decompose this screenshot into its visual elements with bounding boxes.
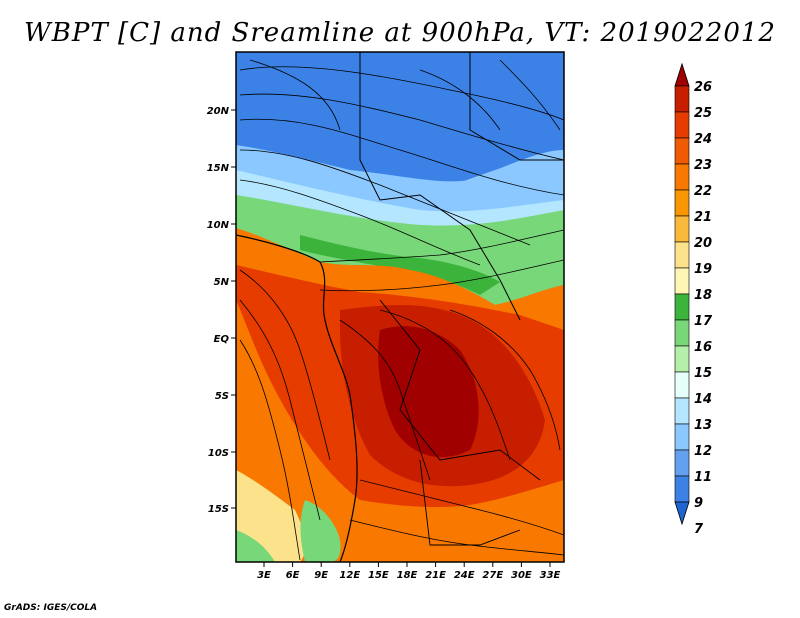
colorbar-label: 25 xyxy=(694,106,712,121)
lat-tick-label: 15S xyxy=(208,504,229,515)
lat-tick-label: 15N xyxy=(207,163,230,174)
colorbar-swatch xyxy=(674,449,690,477)
lon-tick-label: 30E xyxy=(511,570,532,581)
colorbar-swatch xyxy=(674,397,690,425)
colorbar-swatch xyxy=(674,475,690,503)
colorbar-label: 26 xyxy=(694,80,712,95)
streamlines xyxy=(239,59,564,561)
lon-tick-label: 15E xyxy=(368,570,389,581)
colorbar-label: 11 xyxy=(694,470,712,485)
colorbar-swatch xyxy=(674,137,690,165)
lat-tick-label: 5S xyxy=(215,391,229,402)
colorbar-label: 20 xyxy=(694,236,712,251)
colorbar-label: 17 xyxy=(694,314,713,329)
colorbar-swatch xyxy=(674,345,690,373)
lat-tick-label: 10N xyxy=(207,220,230,231)
colorbar-swatch xyxy=(674,319,690,347)
lon-tick-label: 9E xyxy=(314,570,328,581)
colorbar-swatch xyxy=(674,267,690,295)
colorbar-label: 18 xyxy=(694,288,712,303)
longitude-axis: 3E 6E 9E 12E 15E 18E 21E 24E 27E 30E 33E xyxy=(257,562,561,581)
colorbar-label: 16 xyxy=(694,340,712,355)
colorbar-swatch xyxy=(674,163,690,191)
colorbar-label: 24 xyxy=(694,132,712,147)
grads-credit: GrADS: IGES/COLA xyxy=(4,603,98,613)
map-title: WBPT [C] and Sreamline at 900hPa, VT: 20… xyxy=(24,18,776,48)
lat-tick-label: EQ xyxy=(214,334,230,345)
lon-tick-label: 18E xyxy=(397,570,418,581)
lon-tick-label: 24E xyxy=(454,570,475,581)
lat-tick-label: 5N xyxy=(214,277,230,288)
colorbar-swatch xyxy=(674,215,690,243)
colorbar-label: 9 xyxy=(694,496,703,511)
colorbar-swatch xyxy=(674,111,690,139)
colorbar-label: 13 xyxy=(694,418,712,433)
lat-tick-label: 20N xyxy=(207,106,230,117)
lat-tick-label: 10S xyxy=(208,448,229,459)
colorbar-swatch xyxy=(674,371,690,399)
colorbar-label: 15 xyxy=(694,366,712,381)
wbpt-field xyxy=(236,52,564,562)
colorbar: 26 25 24 23 22 21 20 19 18 17 16 15 14 13 12 11 9 7 xyxy=(674,62,713,537)
colorbar-label: 23 xyxy=(694,158,712,173)
lon-tick-label: 27E xyxy=(482,570,503,581)
colorbar-label: 19 xyxy=(694,262,712,277)
lon-tick-label: 12E xyxy=(339,570,360,581)
colorbar-label: 7 xyxy=(694,522,704,537)
colorbar-min-arrow xyxy=(674,501,690,526)
colorbar-label: 22 xyxy=(694,184,712,199)
lon-tick-label: 3E xyxy=(257,570,271,581)
colorbar-label: 21 xyxy=(694,210,712,225)
colorbar-swatch xyxy=(674,293,690,321)
colorbar-swatch xyxy=(674,241,690,269)
colorbar-swatch xyxy=(674,423,690,451)
latitude-axis: 20N 15N 10N 5N EQ 5S 10S 15S xyxy=(207,106,236,515)
map-frame xyxy=(235,51,565,563)
colorbar-label: 12 xyxy=(694,444,712,459)
colorbar-max-arrow xyxy=(674,62,690,87)
lon-tick-label: 33E xyxy=(540,570,561,581)
colorbar-swatch xyxy=(674,85,690,113)
lon-tick-label: 6E xyxy=(286,570,300,581)
colorbar-swatch xyxy=(674,189,690,217)
colorbar-label: 14 xyxy=(694,392,712,407)
lon-tick-label: 21E xyxy=(425,570,446,581)
